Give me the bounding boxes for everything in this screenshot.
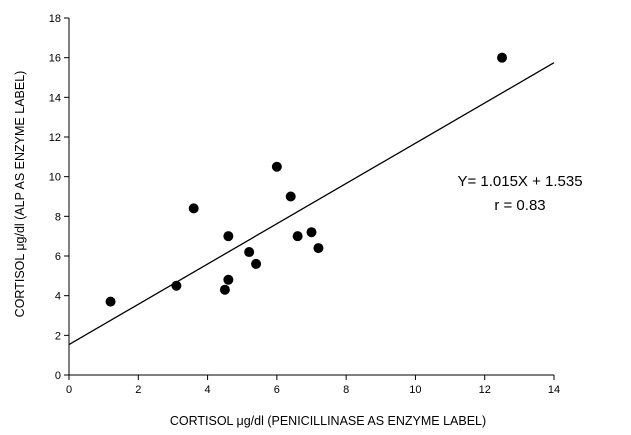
data-point-11 bbox=[292, 231, 303, 242]
y-tick-label-6: 6 bbox=[55, 251, 61, 263]
correlation-coefficient: r = 0.83 bbox=[494, 197, 545, 214]
data-point-4 bbox=[219, 284, 230, 295]
y-tick-label-16: 16 bbox=[49, 53, 61, 65]
x-tick-label-2: 2 bbox=[135, 384, 141, 396]
data-point-2 bbox=[171, 280, 182, 291]
y-tick-label-18: 18 bbox=[49, 13, 61, 25]
data-point-7 bbox=[244, 247, 255, 258]
data-point-1 bbox=[105, 296, 116, 307]
data-points bbox=[105, 52, 508, 307]
tick-labels: 0 2 4 6 8 10 12 14 16 18 0 2 4 6 8 10 12 14 bbox=[49, 13, 560, 396]
x-tick-label-8: 8 bbox=[343, 384, 349, 396]
data-point-10 bbox=[285, 191, 296, 202]
data-point-6 bbox=[223, 231, 234, 242]
x-tick-label-14: 14 bbox=[548, 384, 560, 396]
axes bbox=[68, 18, 554, 376]
y-tick-label-12: 12 bbox=[49, 132, 61, 144]
x-tick-label-0: 0 bbox=[66, 384, 72, 396]
data-point-14 bbox=[497, 52, 508, 63]
x-axis-title: CORTISOL μg/dl (PENICILLINASE AS ENZYME … bbox=[170, 414, 486, 428]
data-point-12 bbox=[306, 227, 317, 238]
data-point-5 bbox=[223, 274, 234, 285]
tick-marks bbox=[64, 17, 555, 380]
y-tick-label-4: 4 bbox=[55, 291, 61, 303]
y-axis-title: CORTISOL μg/dl (ALP AS ENZYME LABEL) bbox=[13, 71, 27, 318]
y-tick-label-2: 2 bbox=[55, 330, 61, 342]
y-tick-label-0: 0 bbox=[55, 370, 61, 382]
x-tick-label-6: 6 bbox=[274, 384, 280, 396]
x-tick-label-4: 4 bbox=[205, 384, 211, 396]
data-point-3 bbox=[188, 203, 199, 214]
y-tick-label-8: 8 bbox=[55, 211, 61, 223]
data-point-9 bbox=[271, 161, 282, 172]
data-point-8 bbox=[251, 258, 262, 269]
regression-equation: Y= 1.015X + 1.535 bbox=[457, 173, 582, 190]
y-tick-label-10: 10 bbox=[49, 172, 61, 184]
data-point-13 bbox=[313, 243, 324, 254]
y-tick-label-14: 14 bbox=[49, 92, 61, 104]
regression-line bbox=[68, 62, 555, 346]
x-tick-label-10: 10 bbox=[409, 384, 421, 396]
x-tick-label-12: 12 bbox=[479, 384, 491, 396]
